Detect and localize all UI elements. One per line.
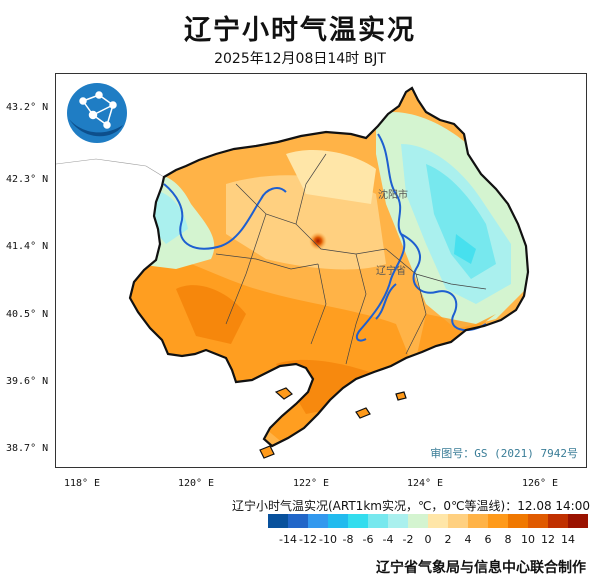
- legend-swatch: [408, 514, 428, 528]
- legend-tick-label: -6: [362, 533, 374, 546]
- legend-tick-label: 0: [424, 533, 432, 546]
- legend-swatch: [388, 514, 408, 528]
- legend-swatch: [448, 514, 468, 528]
- map-title: 辽宁小时气温实况: [184, 15, 416, 46]
- legend-tick-label: 6: [484, 533, 492, 546]
- lat-label: 39.6° N: [6, 376, 49, 387]
- lat-label: 43.2° N: [6, 102, 49, 113]
- legend-swatch: [348, 514, 368, 528]
- lat-label: 42.3° N: [6, 174, 49, 185]
- legend-swatch: [308, 514, 328, 528]
- legend-swatch: [328, 514, 348, 528]
- legend-swatch: [288, 514, 308, 528]
- city-label-shenyang: 沈阳市: [378, 190, 408, 201]
- legend-swatch: [568, 514, 588, 528]
- legend-tick-label: -8: [342, 533, 354, 546]
- lat-label: 38.7° N: [6, 443, 49, 454]
- lat-label: 41.4° N: [6, 241, 49, 252]
- lon-label: 126° E: [521, 478, 559, 489]
- lon-label: 118° E: [63, 478, 101, 489]
- legend-tick-label: 14: [561, 533, 575, 546]
- legend-swatch: [268, 514, 288, 528]
- legend-swatch: [528, 514, 548, 528]
- lon-label: 122° E: [292, 478, 330, 489]
- footer-credit: 辽宁省气象局与信息中心联合制作: [376, 560, 586, 576]
- legend-title: 辽宁小时气温实况(ART1km实况，℃，0℃等温线)：12.08 14:00: [232, 499, 590, 513]
- lat-label: 40.5° N: [6, 309, 49, 320]
- map-frame: 沈阳市 辽宁省 审图号：GS (2021) 7942号: [55, 73, 587, 468]
- temperature-map: [56, 86, 530, 459]
- review-number: 审图号：GS (2021) 7942号: [430, 447, 578, 460]
- lon-label: 124° E: [406, 478, 444, 489]
- legend-tick-label: 2: [444, 533, 452, 546]
- legend-swatch: [488, 514, 508, 528]
- legend-tick-label: -10: [319, 533, 337, 546]
- legend-swatch: [548, 514, 568, 528]
- globe-network-logo-icon: [67, 83, 127, 143]
- legend-tick-label: 8: [504, 533, 512, 546]
- legend-tick-label: 4: [464, 533, 472, 546]
- city-label-province: 辽宁省: [376, 266, 406, 277]
- legend-tick-label: -12: [299, 533, 317, 546]
- map-subtitle: 2025年12月08日14时 BJT: [214, 51, 386, 67]
- legend-tick-label: -14: [279, 533, 297, 546]
- legend-tick-label: -4: [382, 533, 394, 546]
- legend-tick-label: 10: [521, 533, 535, 546]
- legend-tick-label: 12: [541, 533, 555, 546]
- legend-swatch: [368, 514, 388, 528]
- legend-labels: -14 -12 -10 -8 -6 -4 -2 0 2 4 6 8 10 12 14: [268, 533, 588, 547]
- lon-label: 120° E: [177, 478, 215, 489]
- legend-color-bar: [268, 514, 588, 528]
- legend-swatch: [428, 514, 448, 528]
- legend-swatch: [508, 514, 528, 528]
- legend-tick-label: -2: [402, 533, 414, 546]
- legend-swatch: [468, 514, 488, 528]
